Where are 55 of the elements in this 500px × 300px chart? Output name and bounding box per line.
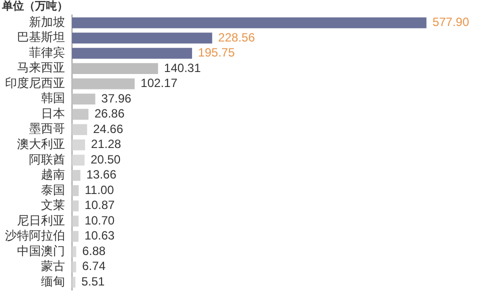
bar	[72, 63, 158, 74]
bar	[72, 261, 76, 272]
data-label: 24.66	[93, 122, 124, 136]
y-tick-label: 缅甸	[41, 274, 65, 288]
bar	[72, 17, 426, 28]
y-tick-label: 蒙古	[41, 259, 65, 274]
data-label: 195.75	[198, 46, 236, 60]
bar	[72, 108, 88, 120]
y-tick-label: 日本	[41, 106, 65, 120]
bar	[72, 124, 88, 136]
y-tick-label: 中国澳门	[17, 244, 65, 258]
y-tick-label: 菲律宾	[29, 45, 65, 60]
y-tick-label: 文莱	[41, 198, 65, 212]
y-tick-label: 尼日利亚	[17, 213, 65, 228]
bar	[72, 48, 192, 59]
bar	[72, 246, 76, 258]
bar	[72, 154, 85, 166]
y-tick-label: 越南	[41, 168, 65, 182]
data-label: 6.74	[82, 259, 106, 274]
y-tick-label: 巴基斯坦	[17, 30, 65, 44]
data-label: 26.86	[94, 106, 125, 121]
bar	[72, 170, 80, 181]
y-tick-label: 韩国	[41, 91, 65, 106]
chart-title: 单位（万吨）	[1, 0, 68, 12]
y-tick-label: 印度尼西亚	[5, 76, 65, 90]
data-label: 10.70	[84, 213, 115, 228]
bar	[72, 78, 135, 90]
data-label: 13.66	[86, 168, 117, 182]
bar	[72, 139, 86, 150]
bar	[72, 216, 79, 227]
y-tick-label: 阿联酋	[29, 152, 65, 166]
data-label: 21.28	[91, 137, 122, 152]
bar	[72, 185, 79, 196]
data-label: 102.17	[140, 76, 178, 90]
data-label: 10.87	[84, 198, 116, 212]
data-label: 228.56	[218, 30, 256, 44]
data-label: 577.90	[432, 15, 470, 30]
y-tick-label: 泰国	[41, 182, 65, 197]
bar	[72, 230, 79, 242]
bar	[72, 276, 76, 288]
bar	[72, 32, 212, 44]
y-tick-label: 新加坡	[29, 14, 65, 29]
y-tick-label: 墨西哥	[29, 122, 65, 136]
data-label: 10.63	[84, 228, 115, 243]
bar	[72, 200, 79, 212]
y-tick-label: 沙特阿拉伯	[5, 228, 65, 243]
bar	[72, 94, 96, 105]
data-label: 37.96	[101, 91, 132, 106]
data-label: 6.88	[82, 244, 106, 258]
y-tick-label: 澳大利亚	[17, 136, 65, 151]
data-label: 20.50	[90, 152, 121, 166]
data-label: 11.00	[84, 182, 114, 197]
data-label: 5.51	[81, 274, 106, 288]
data-label: 140.31	[164, 60, 202, 75]
y-tick-label: 马来西亚	[17, 60, 65, 75]
